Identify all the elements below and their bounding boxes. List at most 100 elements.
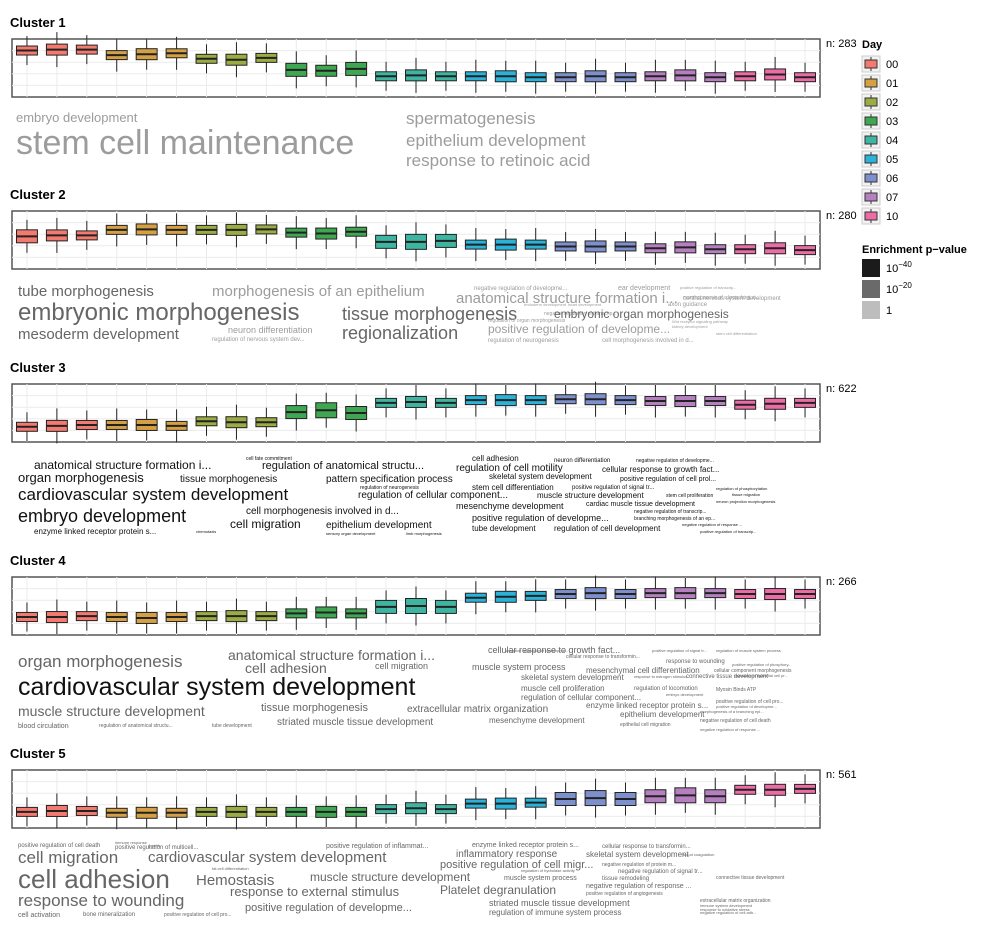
go-term: cell activation xyxy=(18,912,60,919)
boxplot-box xyxy=(15,797,38,827)
pvalue-label: 10−20 xyxy=(886,281,912,296)
boxplot-box xyxy=(165,796,188,830)
boxplot-box xyxy=(135,409,158,441)
go-term: anatomical structure formation i... xyxy=(456,290,678,307)
legend-item: 10 xyxy=(861,207,898,225)
go-term: tube morphogenesis xyxy=(18,283,154,300)
boxplot-box xyxy=(165,36,188,70)
go-term: negative regulation of response ... xyxy=(700,727,760,732)
boxplot-box xyxy=(135,797,158,829)
boxplot-box xyxy=(45,408,68,444)
legend-item: 03 xyxy=(861,112,898,130)
go-term: muscle structure development xyxy=(537,491,644,500)
go-term: spermatogenesis xyxy=(406,109,535,128)
boxplot-box xyxy=(255,601,278,631)
boxplot-box xyxy=(554,384,577,414)
go-term: embryonic morphogenesis xyxy=(18,299,299,326)
go-term: positive regulation of developme... xyxy=(245,902,412,914)
boxplot-box xyxy=(704,576,727,610)
boxplot-box xyxy=(464,228,487,262)
go-term: blood circulation xyxy=(18,723,69,730)
boxplot-box xyxy=(315,796,338,828)
go-term: enzyme linked receptor protein s... xyxy=(34,527,156,536)
boxplot-box xyxy=(764,576,787,612)
boxplot-box xyxy=(105,38,128,72)
cluster-title: Cluster 4 xyxy=(10,553,66,568)
legend-key-swatch xyxy=(864,173,878,183)
boxplot-box xyxy=(524,786,547,820)
cluster-panel: Cluster 4 n: 266 organ morphogenesis anatom… xyxy=(10,553,857,732)
cluster-n-label: n: 561 xyxy=(826,769,857,781)
boxplot-box xyxy=(524,60,547,94)
go-term: negative regulation of cell death xyxy=(700,718,771,724)
boxplot-box xyxy=(105,408,128,442)
boxplot-box xyxy=(794,62,817,92)
go-term: negative regulation of response ... xyxy=(682,522,742,527)
go-term: cell morphogenesis involved in d... xyxy=(246,506,399,517)
go-term: neuron projection morphogenesis xyxy=(716,499,775,504)
cluster-n-label: n: 280 xyxy=(826,210,857,222)
go-term: connective tissue development xyxy=(686,674,768,680)
legend-item: 04 xyxy=(861,131,898,149)
go-term: connective tissue development xyxy=(716,875,785,881)
go-term: neuron differentiation xyxy=(554,458,610,464)
legend-key-swatch xyxy=(864,135,878,145)
go-term: tissue remodeling xyxy=(602,876,649,882)
go-term: axon guidance xyxy=(668,302,708,308)
go-term: negative regulation of transcrip... xyxy=(544,311,617,317)
boxplot-box xyxy=(794,774,817,804)
go-term: morphogenesis of a branching st... xyxy=(683,295,760,301)
go-term: heart development xyxy=(568,302,602,307)
pvalue-label: 10−40 xyxy=(886,260,912,275)
boxplot-box xyxy=(704,777,727,815)
boxplot-box xyxy=(255,407,278,437)
legend-item: 02 xyxy=(861,93,898,111)
boxplot-box xyxy=(225,42,248,78)
go-term: negative regulation of developme... xyxy=(636,458,714,464)
boxplot-box xyxy=(375,388,398,418)
go-term: kidney development xyxy=(672,324,708,329)
boxplot-box xyxy=(405,57,427,93)
go-term: pattern specification process xyxy=(326,474,453,485)
go-term: regulation of immune system process xyxy=(489,908,622,917)
go-term: chemotaxis xyxy=(196,529,216,534)
boxplot-box xyxy=(644,59,667,93)
boxplot-box xyxy=(195,797,218,827)
go-term: regulation of anatomical structu... xyxy=(262,460,424,472)
boxplot-box xyxy=(494,60,517,92)
go-term: cellular response to transformin... xyxy=(602,844,691,850)
go-term: tissue morphogenesis xyxy=(180,474,277,485)
boxplot-box xyxy=(15,412,38,442)
boxplot-box xyxy=(225,212,248,248)
boxplot-box xyxy=(464,787,487,821)
go-term: positive regulation of cell prol... xyxy=(620,476,716,483)
pvalue-swatch xyxy=(862,301,880,319)
go-term: muscle structure development xyxy=(310,870,471,884)
boxplot-box xyxy=(434,61,457,91)
pvalue-legend-item: 10−20 xyxy=(862,280,912,298)
go-term: epithelial cell migration xyxy=(620,722,671,728)
go-term: sensory organ development xyxy=(326,531,376,536)
go-term: anatomical structure formation i... xyxy=(34,458,211,472)
go-term: inflammatory response xyxy=(456,849,558,860)
go-term: mesenchymal cell differentiation xyxy=(586,666,700,675)
go-term: morphogenesis of an epithelium xyxy=(212,283,425,300)
go-term: Wnt receptor signaling pathway xyxy=(672,319,728,324)
boxplot-box xyxy=(764,230,787,266)
boxplot-box xyxy=(195,215,218,245)
boxplot-box xyxy=(165,409,188,443)
boxplot-box xyxy=(434,388,457,418)
boxplot-box xyxy=(524,228,547,262)
boxplot-box xyxy=(285,51,308,89)
pvalue-legend-item: 1 xyxy=(862,301,892,319)
boxplot-box xyxy=(225,598,248,634)
legend-label: 05 xyxy=(886,154,898,166)
boxplot-box xyxy=(764,386,787,422)
legend-item: 00 xyxy=(861,55,898,73)
go-term: tube development xyxy=(472,524,536,533)
go-term: positive regulation of angiogenesis xyxy=(586,891,663,897)
legend-label: 00 xyxy=(886,59,898,71)
go-term: regulation of muscle system process xyxy=(716,648,781,653)
go-term: regulation of nervous system dev... xyxy=(212,337,305,343)
